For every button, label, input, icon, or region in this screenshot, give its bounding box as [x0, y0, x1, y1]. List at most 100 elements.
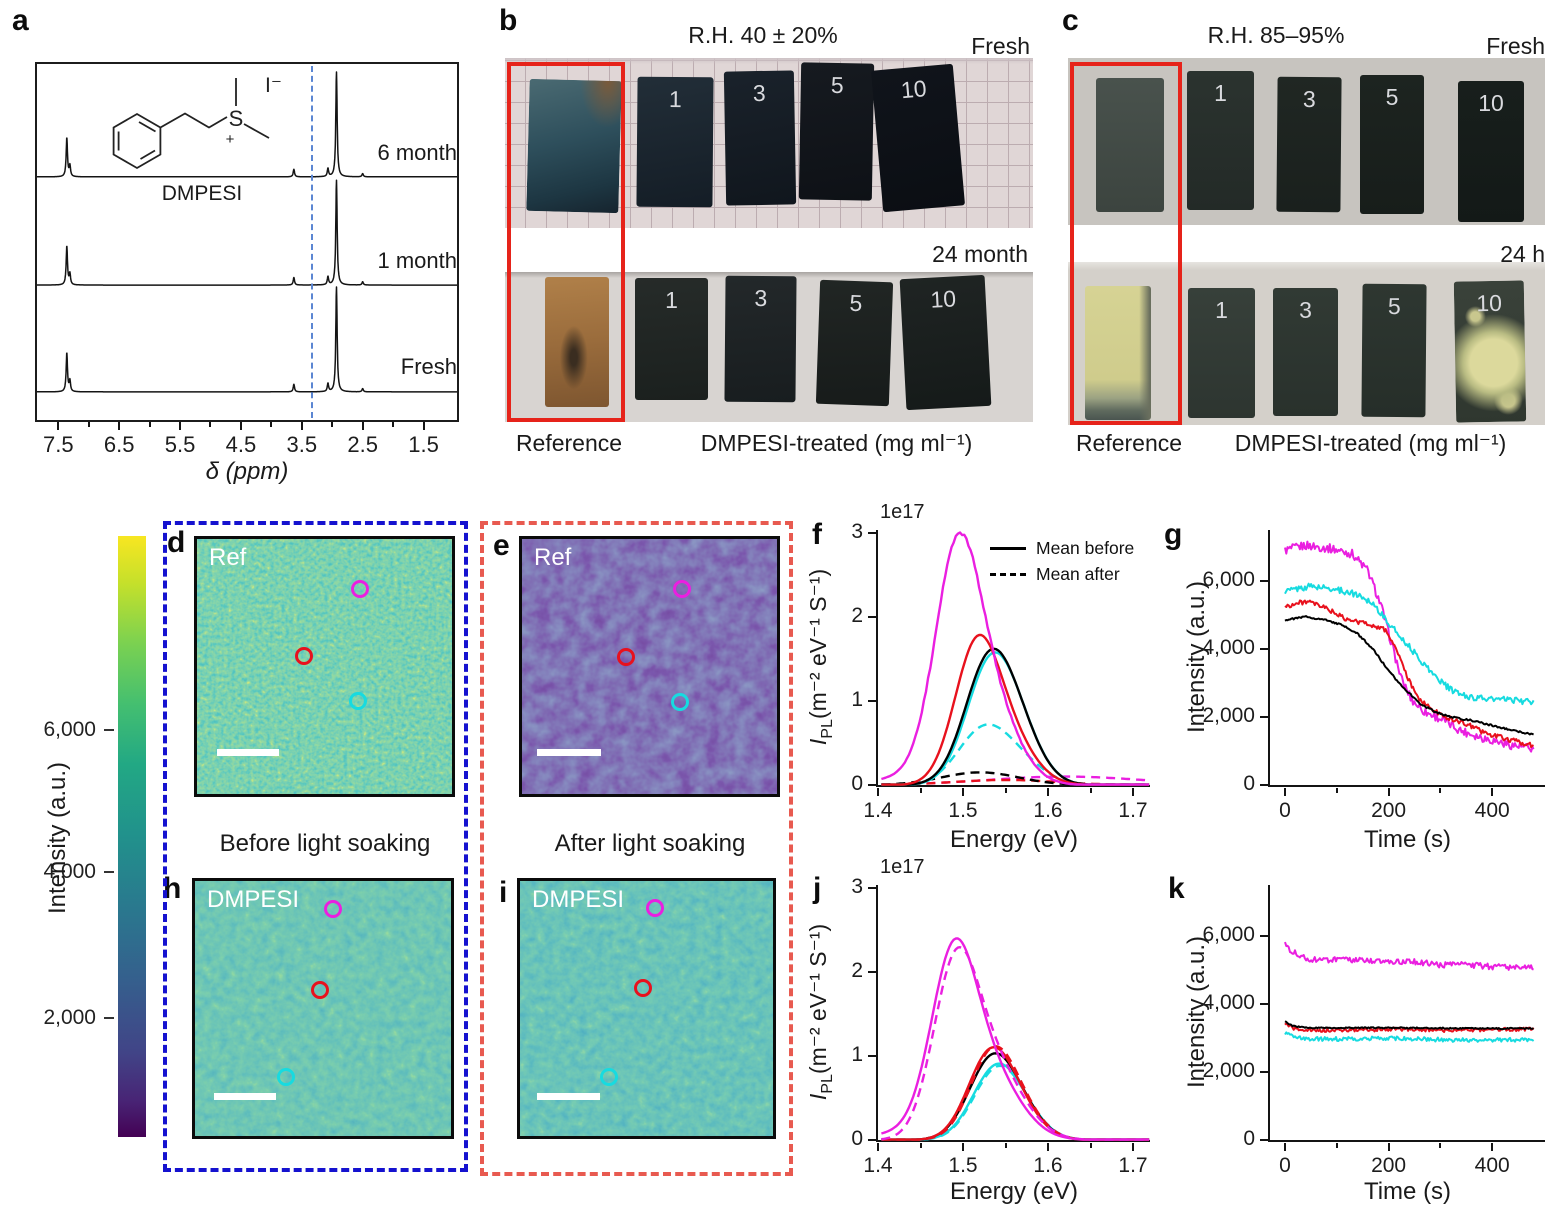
sample-number: 5: [1385, 84, 1399, 110]
sample-c-fresh-reference: [1096, 78, 1164, 212]
sample-number: 10: [929, 285, 957, 313]
nmr-x-axis-minor-tick: [209, 422, 212, 427]
photo-b-fresh: 1 3 5 10: [505, 58, 1033, 228]
y-axis-tick: [868, 886, 876, 889]
x-axis-tick-label: 1.5: [948, 1154, 978, 1177]
sample-b-aged-5: 5: [815, 279, 894, 407]
panel-label-b: b: [499, 4, 518, 37]
nmr-x-axis-tick: [118, 422, 121, 430]
y-axis-tick: [868, 1054, 876, 1057]
x-axis-tick-label: 0: [1279, 1154, 1291, 1177]
pl-spectra-dmpesi-curves: [881, 937, 1150, 1141]
y-axis-tick-label: 0: [1243, 1127, 1255, 1150]
nmr-x-axis-tick: [361, 422, 364, 430]
magenta-spot-marker: [351, 579, 370, 598]
nmr-x-axis-minor-tick: [87, 422, 90, 427]
treated-caption-c: DMPESI-treated (mg ml⁻¹): [1234, 430, 1507, 456]
nmr-x-axis-tick-label: 7.5: [43, 432, 74, 457]
x-axis-tick-label: 1.6: [1033, 799, 1063, 822]
pl-map-ref-after: Ref: [519, 536, 780, 797]
sample-number: 3: [1299, 297, 1312, 323]
sample-c-fresh-3: 3: [1276, 76, 1342, 213]
red-spot-marker: [616, 648, 635, 667]
y-axis-tick: [1260, 784, 1268, 786]
sample-number: 5: [830, 71, 844, 99]
pl-y-axis-label-f: IPL(m⁻² eV⁻¹ S⁻¹): [805, 569, 837, 745]
sample-number: 1: [665, 287, 678, 313]
pl-map-dmpesi-after: DMPESI: [517, 878, 776, 1139]
panel-label-j: j: [813, 872, 822, 905]
y-axis-tick-label: 2: [851, 958, 863, 982]
sample-number: 10: [899, 75, 928, 104]
nmr-x-axis-minor-tick: [392, 422, 395, 427]
sample-c-aged-10: 10: [1453, 280, 1527, 423]
energy-x-axis-label-j: Energy (eV): [949, 1178, 1079, 1205]
nmr-water-reference-dashed-line: [311, 66, 313, 418]
pl-scale-note-j: 1e17: [880, 856, 925, 878]
magenta-spot-marker: [673, 579, 692, 598]
humidity-title-c: R.H. 85–95%: [1207, 22, 1345, 48]
pl-spectra-dmpesi-plot: [876, 885, 1150, 1142]
nmr-x-axis-tick: [179, 422, 182, 430]
sample-number: 5: [1387, 292, 1401, 320]
time-label-b-24month: 24 month: [932, 241, 1028, 267]
sample-c-aged-1: 1: [1188, 288, 1255, 418]
red-spot-marker: [310, 981, 329, 1000]
y-axis-tick: [1260, 1003, 1268, 1005]
pl-spectra-ref-plot: [876, 530, 1150, 787]
humidity-title-b: R.H. 40 ± 20%: [688, 22, 838, 48]
ylabel-symbol: I: [805, 738, 832, 746]
sample-c-aged-reference: [1085, 286, 1151, 420]
sample-b-aged-10: 10: [899, 274, 992, 411]
after-soaking-group-box: [480, 521, 793, 1176]
y-axis-tick: [1260, 1139, 1268, 1141]
x-axis-tick-label: 1.6: [1033, 1154, 1063, 1177]
y-axis-tick-label: 2: [851, 603, 863, 627]
x-axis-minor-tick: [1439, 788, 1442, 793]
ylabel-subscript: PL: [817, 719, 836, 739]
before-soaking-group-box: [163, 521, 468, 1172]
trace-label-6month: 6 month: [377, 140, 458, 165]
legend: Mean before Mean after: [990, 535, 1134, 587]
colorbar-tick-label: 4,000: [43, 860, 96, 883]
x-axis-tick: [1387, 1143, 1390, 1151]
reference-caption-b: Reference: [515, 430, 623, 456]
colorbar-tick-label: 2,000: [43, 1006, 96, 1029]
cyan-spot-marker: [276, 1067, 295, 1086]
nmr-x-axis-tick: [57, 422, 60, 430]
panel-label-e: e: [493, 529, 510, 562]
nmr-x-axis-tick: [239, 422, 242, 430]
colorbar-tick: [104, 871, 114, 873]
energy-x-axis-label-f: Energy (eV): [949, 826, 1079, 853]
dmpesi-structure: S + I⁻: [112, 74, 282, 170]
x-axis-tick-label: 1.5: [948, 799, 978, 822]
pl-y-axis-label-j: IPL(m⁻² eV⁻¹ S⁻¹): [805, 924, 837, 1100]
y-axis-tick: [1260, 1071, 1268, 1073]
sample-b-aged-1: 1: [635, 278, 708, 400]
nmr-x-axis-tick-label: 3.5: [286, 432, 318, 457]
red-spot-marker: [295, 647, 314, 666]
sample-b-fresh-3: 3: [723, 70, 797, 206]
pl-decay-dmpesi-curves: [1284, 941, 1535, 1043]
intensity-colorbar: [118, 536, 146, 1137]
pl-decay-ref-curves: [1284, 540, 1535, 753]
nmr-plot-area: S + I⁻ DMPESI 6 month 1 month Fresh: [35, 62, 459, 422]
reference-caption-c: Reference: [1075, 430, 1183, 456]
photo-c-24h: 1 3 5 10: [1068, 262, 1545, 425]
x-axis-tick: [1284, 1143, 1287, 1151]
pl-decay-ref-plot: [1268, 530, 1545, 787]
nmr-x-axis-minor-tick: [148, 422, 151, 427]
after-soaking-caption: After light soaking: [554, 830, 746, 857]
x-axis-tick-label: 400: [1474, 799, 1510, 822]
nmr-x-axis-label: δ (ppm): [205, 458, 289, 485]
nmr-x-axis-tick-label: 4.5: [225, 432, 257, 457]
panel-label-k: k: [1168, 872, 1185, 905]
y-axis-tick-label: 0: [851, 772, 863, 795]
cyan-spot-marker: [671, 692, 690, 711]
x-axis-tick: [1132, 788, 1134, 796]
y-axis-tick-label: 3: [851, 519, 863, 543]
y-axis-tick-label: 1: [851, 687, 863, 711]
panel-label-f: f: [812, 518, 822, 551]
x-axis-minor-tick: [919, 788, 922, 793]
